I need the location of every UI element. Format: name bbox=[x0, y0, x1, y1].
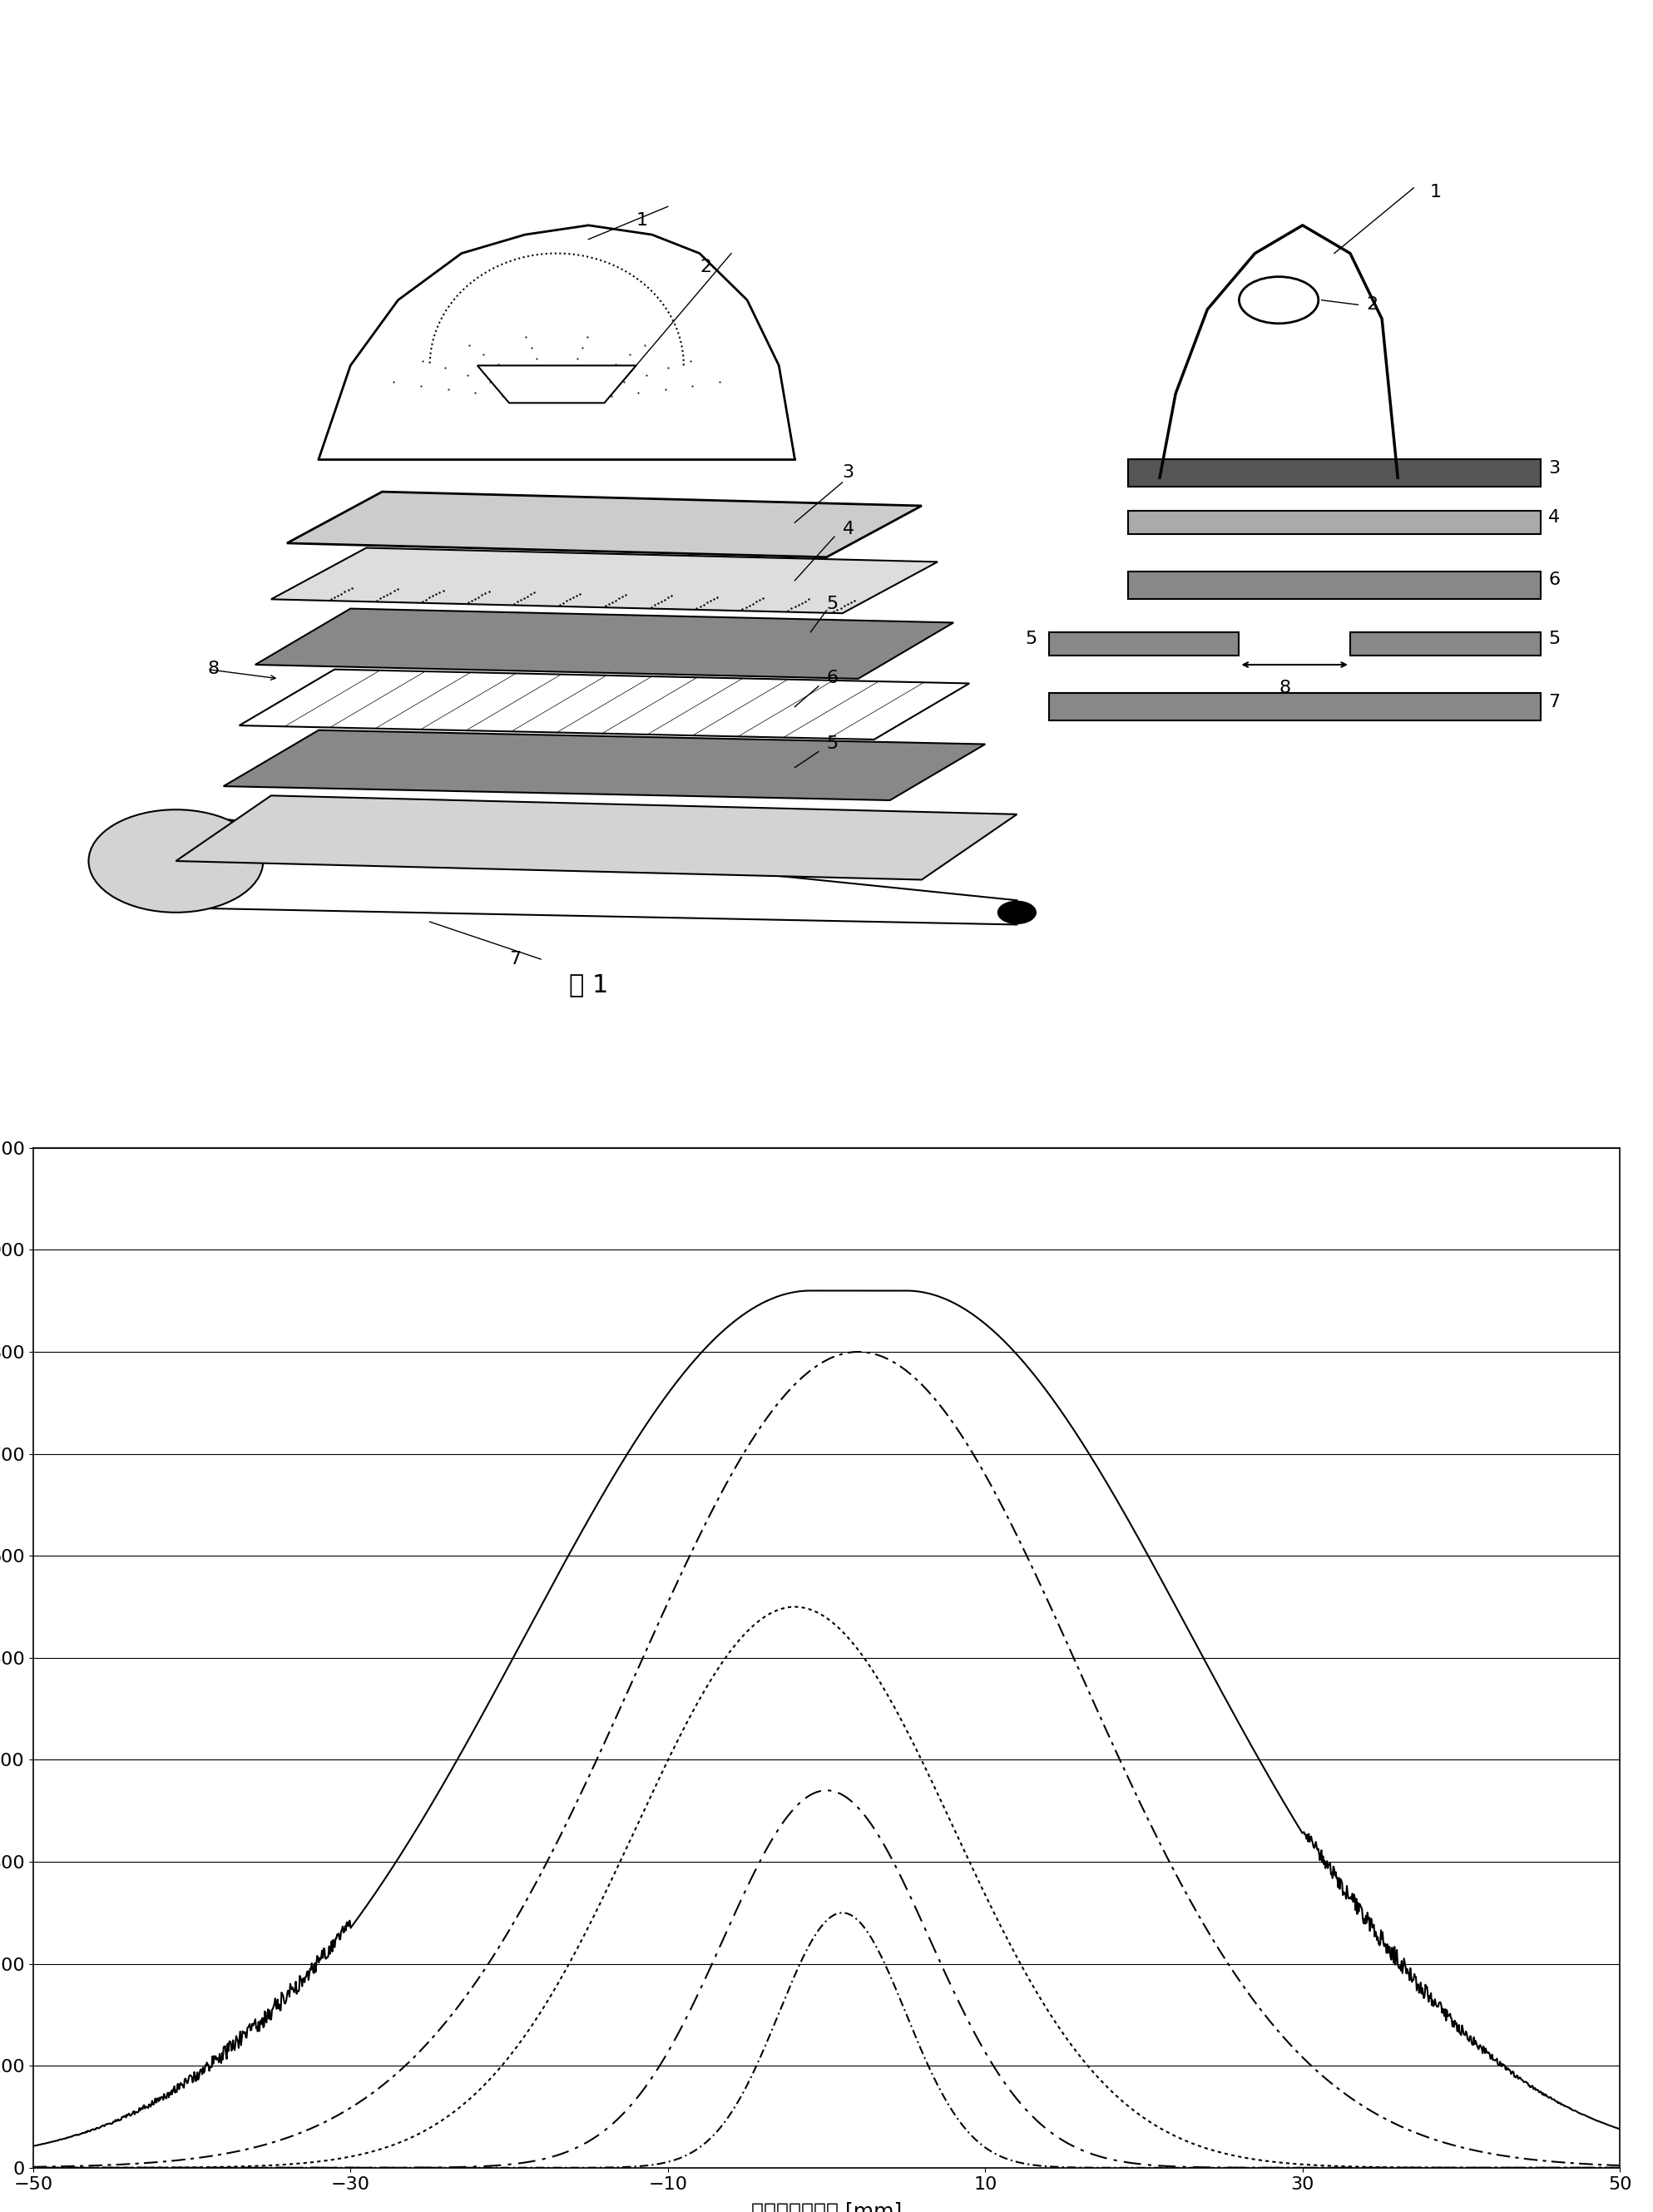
缝隙宽度 60mm bbox=[1565, 2150, 1585, 2177]
缝隙宽度 20mm bbox=[1610, 2154, 1630, 2181]
缝隙宽度 90mm bbox=[1273, 1787, 1293, 1814]
Polygon shape bbox=[1048, 692, 1541, 721]
Polygon shape bbox=[1351, 633, 1541, 655]
缝隙宽度 60mm bbox=[752, 1411, 772, 1438]
Line: 缝隙宽度 60mm: 缝隙宽度 60mm bbox=[33, 1352, 1620, 2168]
缝隙宽度 90mm bbox=[1565, 2097, 1585, 2124]
缝隙宽度 20mm bbox=[104, 2154, 124, 2181]
缝隙宽度 10mm bbox=[1273, 2154, 1293, 2181]
Text: 3: 3 bbox=[1549, 460, 1560, 476]
Text: 6: 6 bbox=[1549, 573, 1560, 588]
Text: 1: 1 bbox=[636, 212, 648, 228]
缝隙宽度 60mm bbox=[1564, 2150, 1584, 2177]
缝隙宽度 40mm bbox=[785, 1593, 805, 1619]
Text: 5: 5 bbox=[1025, 630, 1036, 648]
缝隙宽度 10mm bbox=[752, 2039, 772, 2066]
缝隙宽度 20mm bbox=[1565, 2154, 1585, 2181]
缝隙宽度 90mm bbox=[802, 1276, 822, 1303]
缝隙宽度 40mm bbox=[752, 1606, 772, 1632]
Circle shape bbox=[998, 900, 1036, 925]
Text: 3: 3 bbox=[843, 465, 855, 480]
Line: 缝隙宽度 10mm: 缝隙宽度 10mm bbox=[33, 1913, 1620, 2168]
缝隙宽度 40mm bbox=[23, 2154, 43, 2181]
缝隙宽度 90mm bbox=[1564, 2097, 1584, 2124]
缝隙宽度 90mm bbox=[104, 2108, 124, 2135]
缝隙宽度 20mm bbox=[23, 2154, 43, 2181]
缝隙宽度 60mm bbox=[1610, 2152, 1630, 2179]
Text: 5: 5 bbox=[826, 595, 838, 613]
缝隙宽度 40mm bbox=[795, 1595, 815, 1621]
缝隙宽度 40mm bbox=[1273, 2150, 1293, 2177]
缝隙宽度 40mm bbox=[1565, 2154, 1585, 2181]
Circle shape bbox=[1240, 276, 1319, 323]
Line: 缝隙宽度 20mm: 缝隙宽度 20mm bbox=[33, 1790, 1620, 2168]
Polygon shape bbox=[175, 796, 1017, 880]
缝隙宽度 20mm bbox=[1564, 2154, 1584, 2181]
Text: 7: 7 bbox=[509, 951, 521, 967]
缝隙宽度 40mm bbox=[1564, 2154, 1584, 2181]
缝隙宽度 10mm bbox=[1610, 2154, 1630, 2181]
缝隙宽度 90mm bbox=[1610, 2117, 1630, 2143]
Text: 4: 4 bbox=[1549, 509, 1560, 526]
缝隙宽度 90mm bbox=[752, 1290, 772, 1316]
Polygon shape bbox=[175, 814, 1017, 925]
缝隙宽度 10mm bbox=[831, 1900, 851, 1927]
缝隙宽度 40mm bbox=[1610, 2154, 1630, 2181]
缝隙宽度 20mm bbox=[795, 1785, 815, 1812]
缝隙宽度 40mm bbox=[104, 2154, 124, 2181]
缝隙宽度 20mm bbox=[752, 1843, 772, 1869]
缝隙宽度 10mm bbox=[795, 1940, 815, 1966]
Text: 7: 7 bbox=[1549, 692, 1560, 710]
缝隙宽度 20mm bbox=[1273, 2154, 1293, 2181]
Polygon shape bbox=[288, 491, 922, 557]
缝隙宽度 10mm bbox=[104, 2154, 124, 2181]
缝隙宽度 60mm bbox=[1273, 2024, 1293, 2051]
Text: 5: 5 bbox=[1549, 630, 1560, 648]
Circle shape bbox=[89, 810, 263, 911]
Polygon shape bbox=[1127, 511, 1541, 533]
Polygon shape bbox=[478, 365, 636, 403]
Polygon shape bbox=[223, 730, 985, 801]
Polygon shape bbox=[1048, 633, 1240, 655]
缝隙宽度 10mm bbox=[1564, 2154, 1584, 2181]
缝隙宽度 60mm bbox=[848, 1338, 868, 1365]
Text: 图 1: 图 1 bbox=[569, 973, 608, 998]
Polygon shape bbox=[240, 670, 969, 739]
Polygon shape bbox=[1127, 571, 1541, 599]
Polygon shape bbox=[1127, 460, 1541, 487]
缝隙宽度 60mm bbox=[795, 1363, 815, 1389]
Line: 缝隙宽度 40mm: 缝隙宽度 40mm bbox=[33, 1606, 1620, 2168]
Polygon shape bbox=[271, 549, 937, 613]
缝隙宽度 10mm bbox=[1565, 2154, 1585, 2181]
Text: 6: 6 bbox=[826, 670, 838, 686]
Text: 8: 8 bbox=[208, 661, 220, 677]
缝隙宽度 20mm bbox=[817, 1776, 836, 1803]
缝隙宽度 10mm bbox=[23, 2154, 43, 2181]
缝隙宽度 90mm bbox=[23, 2132, 43, 2159]
Line: 缝隙宽度 90mm: 缝隙宽度 90mm bbox=[33, 1290, 1620, 2146]
X-axis label: 输送方向的位置 [mm]: 输送方向的位置 [mm] bbox=[750, 2201, 903, 2212]
Text: 4: 4 bbox=[843, 520, 855, 538]
缝隙宽度 60mm bbox=[23, 2154, 43, 2181]
Text: 8: 8 bbox=[1279, 679, 1291, 697]
Text: 2: 2 bbox=[1365, 296, 1379, 312]
缝隙宽度 60mm bbox=[104, 2152, 124, 2179]
Text: 1: 1 bbox=[1430, 184, 1441, 201]
Polygon shape bbox=[255, 608, 954, 679]
Text: 2: 2 bbox=[699, 259, 711, 274]
缝隙宽度 90mm bbox=[795, 1279, 815, 1305]
Text: 5: 5 bbox=[826, 737, 838, 752]
